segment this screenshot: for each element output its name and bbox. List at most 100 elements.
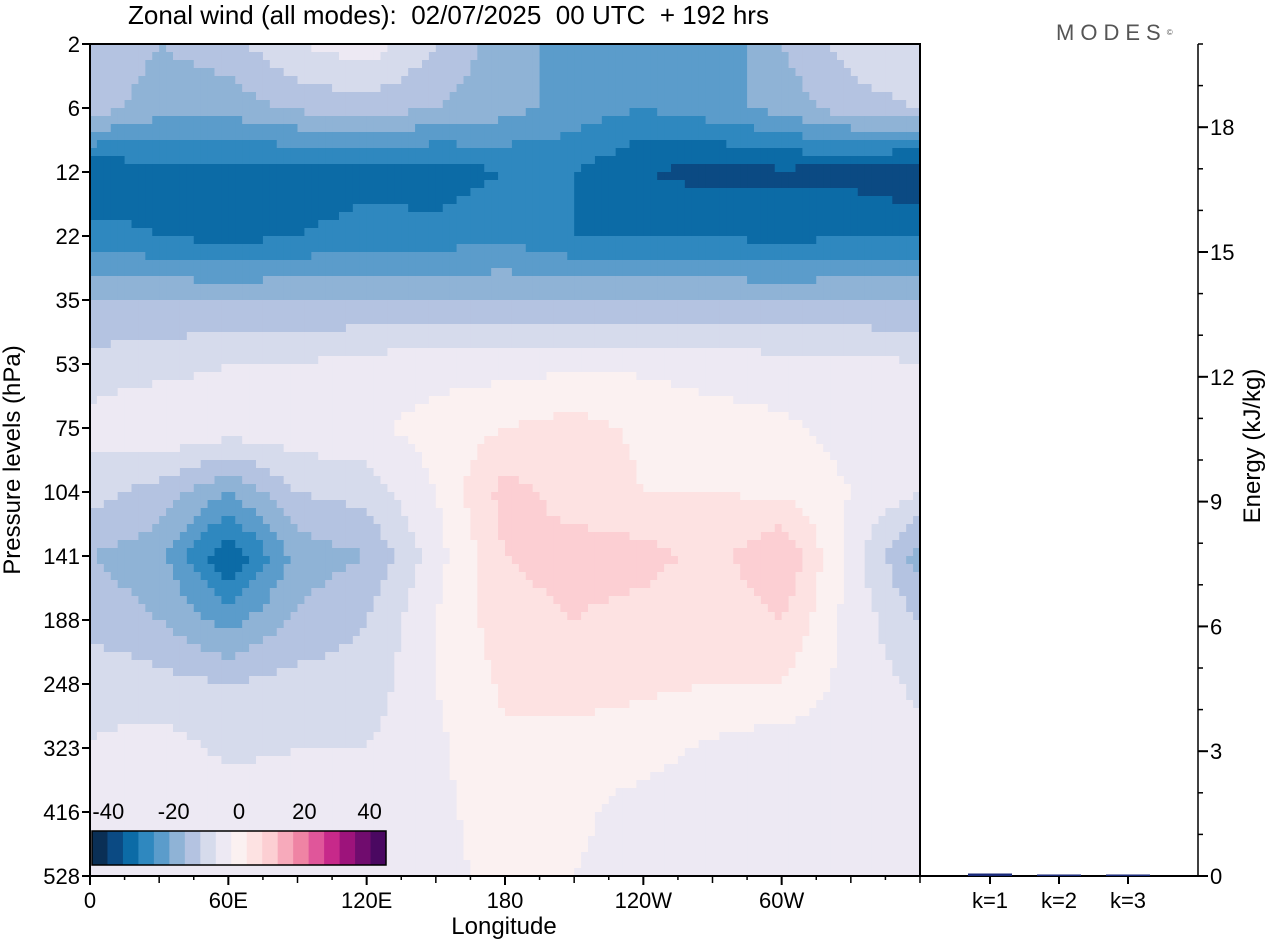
heatmap-cell bbox=[629, 340, 638, 349]
heatmap-cell bbox=[117, 52, 126, 61]
heatmap-cell bbox=[145, 108, 153, 117]
heatmap-cell bbox=[332, 364, 340, 373]
heatmap-cell bbox=[276, 84, 285, 93]
heatmap-cell bbox=[754, 116, 762, 125]
heatmap-cell bbox=[401, 340, 409, 349]
heatmap-cell bbox=[318, 180, 326, 189]
heatmap-cell bbox=[415, 156, 423, 165]
heatmap-cell bbox=[249, 140, 257, 149]
heatmap-cell bbox=[574, 220, 582, 229]
heatmap-cell bbox=[173, 260, 181, 269]
heatmap-cell bbox=[401, 220, 409, 229]
heatmap-cell bbox=[837, 156, 845, 165]
heatmap-cell bbox=[179, 132, 188, 141]
heatmap-cell bbox=[262, 92, 271, 101]
heatmap-cell bbox=[588, 172, 596, 181]
heatmap-cell bbox=[269, 132, 278, 141]
heatmap-cell bbox=[110, 276, 119, 285]
heatmap-cell bbox=[747, 252, 755, 261]
heatmap-cell bbox=[435, 364, 444, 373]
heatmap-cell bbox=[788, 108, 797, 117]
heatmap-cell bbox=[477, 188, 485, 197]
heatmap-cell bbox=[747, 124, 755, 133]
heatmap-cell bbox=[864, 164, 873, 173]
heatmap-cell bbox=[594, 188, 603, 197]
heatmap-cell bbox=[318, 324, 326, 333]
heatmap-cell bbox=[428, 76, 437, 85]
heatmap-cell bbox=[498, 212, 506, 221]
heatmap-cell bbox=[774, 60, 783, 69]
heatmap-cell bbox=[332, 236, 340, 245]
heatmap-cell bbox=[435, 52, 444, 61]
heatmap-cell bbox=[643, 268, 651, 277]
heatmap-cell bbox=[843, 140, 852, 149]
heatmap-cell bbox=[477, 164, 485, 173]
heatmap-cell bbox=[179, 180, 188, 189]
heatmap-cell bbox=[615, 292, 624, 301]
heatmap-cell bbox=[726, 228, 734, 237]
heatmap-cell bbox=[166, 188, 174, 197]
heatmap-cell bbox=[311, 300, 319, 309]
heatmap-cell bbox=[788, 84, 797, 93]
heatmap-cell bbox=[719, 68, 727, 77]
heatmap-cell bbox=[269, 244, 278, 253]
heatmap-cell bbox=[539, 348, 548, 357]
heatmap-cell bbox=[345, 236, 354, 245]
heatmap-cell bbox=[525, 140, 534, 149]
heatmap-cell bbox=[726, 52, 734, 61]
heatmap-cell bbox=[726, 188, 734, 197]
heatmap-cell bbox=[352, 76, 361, 85]
heatmap-cell bbox=[871, 236, 880, 245]
heatmap-cell bbox=[304, 92, 312, 101]
heatmap-cell bbox=[754, 364, 762, 373]
heatmap-cell bbox=[408, 332, 416, 341]
heatmap-cell bbox=[650, 276, 658, 285]
heatmap-cell bbox=[304, 292, 312, 301]
heatmap-cell bbox=[830, 332, 838, 341]
heatmap-cell bbox=[850, 348, 859, 357]
heatmap-cell bbox=[823, 108, 831, 117]
heatmap-cell bbox=[228, 308, 236, 317]
heatmap-cell bbox=[166, 124, 174, 133]
heatmap-cell bbox=[262, 148, 271, 157]
heatmap-cell bbox=[408, 212, 416, 221]
heatmap-cell bbox=[297, 76, 306, 85]
heatmap-cell bbox=[525, 300, 534, 309]
heatmap-cell bbox=[380, 52, 389, 61]
heatmap-cell bbox=[885, 260, 893, 269]
heatmap-cell bbox=[705, 236, 714, 245]
heatmap-cell bbox=[671, 284, 679, 293]
heatmap-cell bbox=[719, 100, 727, 109]
heatmap-cell bbox=[359, 172, 368, 181]
heatmap-cell bbox=[401, 132, 409, 141]
heatmap-cell bbox=[173, 196, 181, 205]
heatmap-cell bbox=[145, 156, 153, 165]
heatmap-cell bbox=[781, 252, 790, 261]
heatmap-cell bbox=[90, 356, 98, 365]
heatmap-cell bbox=[380, 172, 389, 181]
heatmap-cell bbox=[837, 364, 845, 373]
heatmap-cell bbox=[470, 364, 478, 373]
heatmap-cell bbox=[318, 244, 326, 253]
heatmap-cell bbox=[394, 188, 402, 197]
heatmap-cell bbox=[484, 84, 492, 93]
heatmap-cell bbox=[677, 316, 686, 325]
heatmap-cell bbox=[823, 212, 831, 221]
heatmap-cell bbox=[760, 108, 769, 117]
heatmap-cell bbox=[325, 244, 333, 253]
heatmap-cell bbox=[415, 84, 423, 93]
heatmap-cell bbox=[505, 372, 513, 381]
heatmap-cell bbox=[726, 132, 734, 141]
heatmap-cell bbox=[774, 164, 783, 173]
heatmap-cell bbox=[249, 116, 257, 125]
heatmap-cell bbox=[712, 116, 721, 125]
heatmap-cell bbox=[691, 284, 700, 293]
heatmap-cell bbox=[899, 276, 907, 285]
heatmap-cell bbox=[698, 132, 707, 141]
heatmap-cell bbox=[823, 164, 831, 173]
heatmap-cell bbox=[207, 68, 216, 77]
heatmap-cell bbox=[567, 340, 575, 349]
heatmap-cell bbox=[415, 308, 423, 317]
heatmap-cell bbox=[864, 268, 873, 277]
heatmap-cell bbox=[449, 284, 458, 293]
